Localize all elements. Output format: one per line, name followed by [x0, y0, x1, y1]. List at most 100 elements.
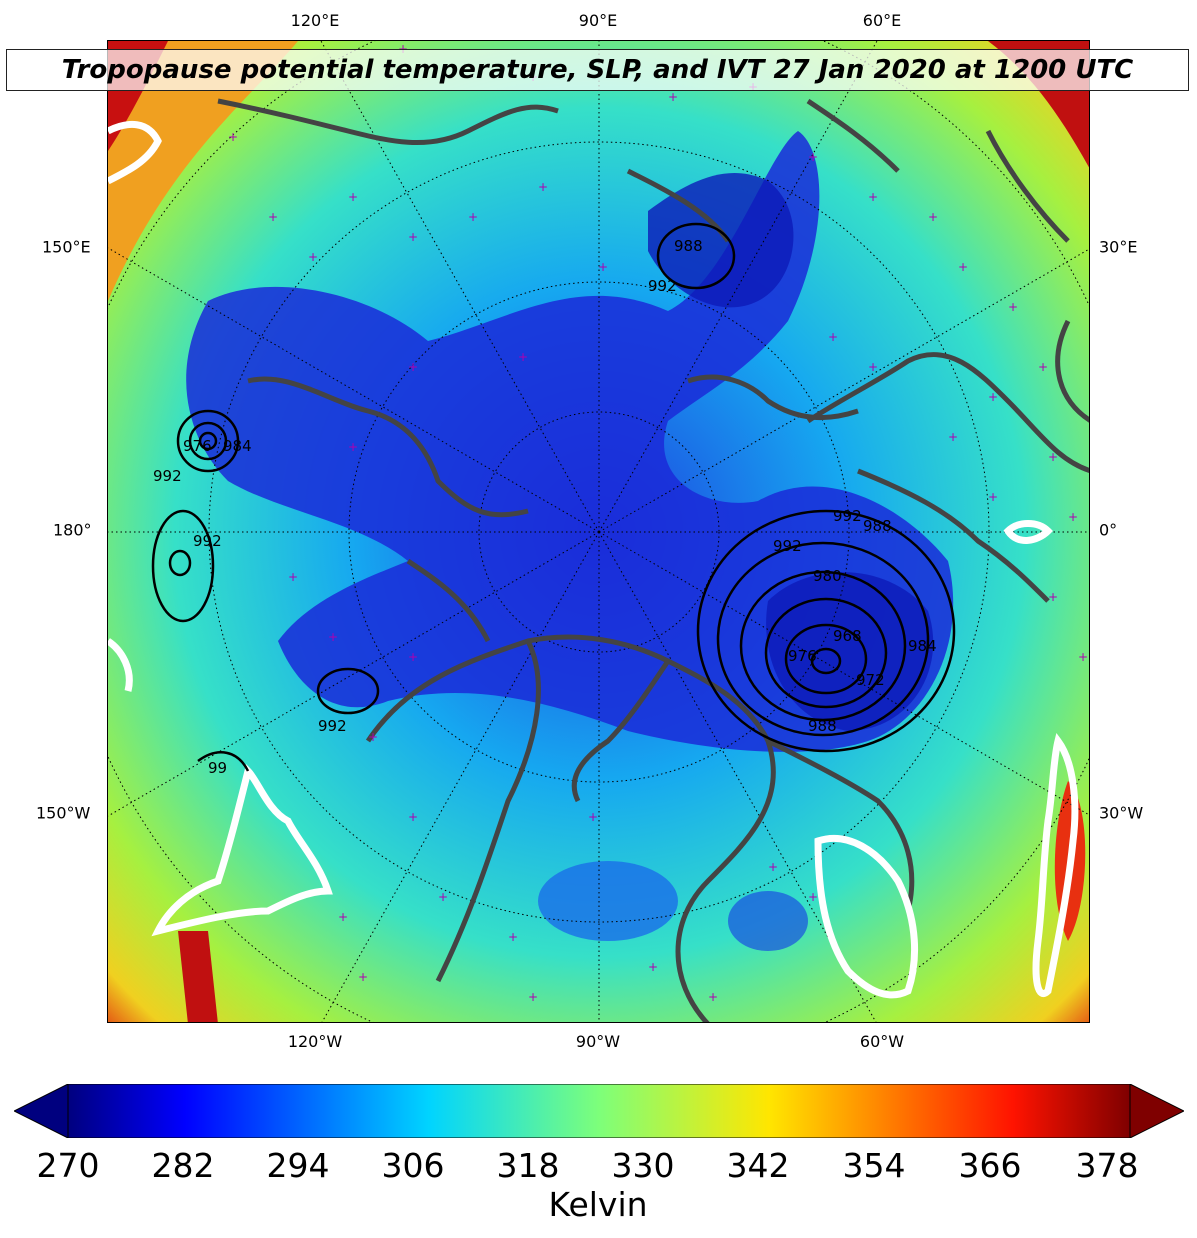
lon-label-bottom: 60°W — [859, 1032, 905, 1051]
lon-label-right: 30°E — [1099, 237, 1138, 257]
lon-label-right: 0° — [1099, 520, 1118, 540]
svg-text:+: + — [268, 210, 278, 224]
svg-text:+: + — [828, 330, 838, 344]
svg-text:+: + — [588, 810, 598, 824]
lon-label-bottom: 90°W — [575, 1032, 621, 1051]
svg-text:+: + — [348, 440, 358, 454]
colorbar-tick-label: 354 — [842, 1146, 906, 1185]
map-svg: + ++ +++ +++ +++ +++ +++ +++ +++ +++ +++ … — [108, 41, 1089, 1022]
lon-label-top: 60°E — [862, 11, 902, 30]
colorbar-unit-label: Kelvin — [548, 1185, 648, 1224]
slp-contour-label: 984 — [223, 437, 252, 455]
svg-text:+: + — [408, 650, 418, 664]
colorbar-extend-max — [1129, 1083, 1186, 1139]
colorbar-tick-label: 306 — [381, 1146, 445, 1185]
svg-text:+: + — [408, 360, 418, 374]
svg-text:+: + — [468, 210, 478, 224]
slp-contour-label: 992 — [193, 532, 222, 550]
svg-text:+: + — [988, 390, 998, 404]
svg-text:+: + — [988, 490, 998, 504]
svg-text:+: + — [708, 990, 718, 1004]
svg-text:+: + — [438, 890, 448, 904]
trough-center-atlantic — [766, 572, 934, 731]
slp-contour-label: 99 — [208, 759, 227, 777]
colorbar-svg — [12, 1083, 1186, 1139]
svg-text:+: + — [1068, 510, 1078, 524]
svg-text:+: + — [808, 890, 818, 904]
slp-contour-label: 976 — [788, 647, 817, 665]
svg-text:+: + — [598, 260, 608, 274]
svg-text:+: + — [228, 130, 238, 144]
svg-text:+: + — [508, 930, 518, 944]
svg-text:+: + — [358, 970, 368, 984]
slp-contour-label: 992 — [318, 717, 347, 735]
svg-text:+: + — [288, 570, 298, 584]
svg-text:+: + — [518, 350, 528, 364]
svg-text:+: + — [528, 990, 538, 1004]
colorbar-tick-label: 342 — [726, 1146, 790, 1185]
colorbar-tick-label: 330 — [611, 1146, 675, 1185]
slp-contour-label: 988 — [674, 237, 703, 255]
lon-label-right: 30°W — [1099, 803, 1144, 823]
title-box: Tropopause potential temperature, SLP, a… — [6, 49, 1189, 91]
svg-text:+: + — [338, 910, 348, 924]
svg-text:+: + — [308, 250, 318, 264]
colorbar-tick-label: 270 — [36, 1146, 100, 1185]
svg-text:+: + — [1008, 300, 1018, 314]
svg-text:+: + — [1048, 450, 1058, 464]
lon-label-top: 120°E — [290, 11, 340, 30]
svg-text:+: + — [408, 810, 418, 824]
svg-text:+: + — [928, 210, 938, 224]
colorbar-tick-label: 318 — [496, 1146, 560, 1185]
colorbar — [12, 1083, 1186, 1139]
slp-contour-label: 968 — [833, 627, 862, 645]
slp-contour-label: 976 — [183, 437, 212, 455]
svg-text:+: + — [538, 180, 548, 194]
slp-contour-label: 980 — [813, 567, 842, 585]
coastlines — [217, 98, 1089, 1022]
svg-text:+: + — [768, 860, 778, 874]
lon-label-left: 180° — [53, 520, 92, 540]
colorbar-tick-label: 282 — [151, 1146, 215, 1185]
trough-center-southeast — [728, 891, 808, 951]
slp-contour-label: 992 — [833, 507, 862, 525]
svg-text:+: + — [1048, 590, 1058, 604]
svg-text:+: + — [808, 150, 818, 164]
colorbar-tick-label: 366 — [958, 1146, 1022, 1185]
svg-text:+: + — [408, 230, 418, 244]
figure-title: Tropopause potential temperature, SLP, a… — [61, 55, 1134, 85]
slp-label-layer: 988 992 992 988 980 968 972 976 984 988 … — [153, 237, 937, 777]
svg-text:+: + — [368, 730, 378, 744]
lon-label-top: 90°E — [578, 11, 618, 30]
colorbar-extend-min — [12, 1083, 69, 1139]
svg-text:+: + — [1038, 360, 1048, 374]
slp-contours — [151, 222, 956, 772]
svg-text:+: + — [1078, 650, 1088, 664]
svg-text:+: + — [868, 190, 878, 204]
map-panel: + + + + + + + + + + + + + + + + + + + + + + + + + + + + + + … — [107, 40, 1090, 1023]
svg-text:+: + — [328, 630, 338, 644]
trough-center-south — [538, 861, 678, 941]
lat-grid — [108, 41, 1089, 1022]
colorbar-tick-label: 294 — [266, 1146, 330, 1185]
slp-contour-label: 992 — [773, 537, 802, 555]
lon-grid — [108, 41, 1089, 1022]
lon-label-left: 150°E — [42, 237, 91, 257]
slp-contour-label: 972 — [856, 671, 885, 689]
colorbar-tick-label: 378 — [1075, 1146, 1139, 1185]
svg-text:+: + — [668, 90, 678, 104]
trough-center-north — [648, 172, 794, 308]
svg-text:+: + — [648, 960, 658, 974]
slp-contour-label: 992 — [153, 467, 182, 485]
svg-text:+: + — [868, 360, 878, 374]
slp-contour-label: 984 — [908, 637, 937, 655]
svg-text:+: + — [958, 260, 968, 274]
warm-region-topleft — [108, 41, 298, 301]
slp-contour-label: 992 — [648, 277, 677, 295]
ivt-contours — [108, 120, 1079, 999]
svg-text:+: + — [948, 430, 958, 444]
slp-contour-label: 988 — [808, 717, 837, 735]
hot-region-bottomleft — [178, 931, 218, 1022]
colorbar-gradient — [67, 1083, 1131, 1139]
lon-label-bottom: 120°W — [287, 1032, 343, 1051]
